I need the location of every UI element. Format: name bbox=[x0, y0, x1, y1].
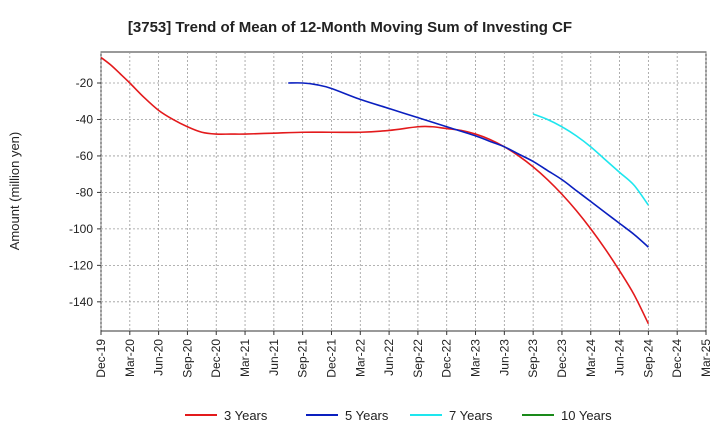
x-tick-label: Dec-22 bbox=[440, 339, 454, 378]
x-tick-label: Dec-23 bbox=[555, 339, 569, 378]
y-tick-label: -60 bbox=[76, 149, 94, 163]
x-tick-label: Sep-22 bbox=[411, 339, 425, 378]
x-tick-label: Jun-20 bbox=[152, 339, 166, 376]
grid bbox=[100, 52, 707, 331]
x-tick-label: Mar-25 bbox=[699, 339, 713, 377]
x-tick-label: Jun-21 bbox=[267, 339, 281, 376]
x-tick-label: Jun-22 bbox=[382, 339, 396, 376]
x-tick-label: Mar-20 bbox=[123, 339, 137, 377]
y-tick-label: -140 bbox=[69, 295, 93, 309]
x-tick-label: Dec-20 bbox=[209, 339, 223, 378]
x-tick-label: Dec-19 bbox=[94, 339, 108, 378]
series-line-5-years bbox=[288, 82, 649, 248]
legend: 3 Years 5 Years 7 Years 10 Years bbox=[185, 408, 612, 423]
y-tick-label: -20 bbox=[76, 76, 94, 90]
x-tick-label: Dec-21 bbox=[324, 339, 338, 378]
series-line-3-years bbox=[100, 56, 650, 325]
plot-area bbox=[100, 51, 707, 332]
x-tick-label: Mar-23 bbox=[469, 339, 483, 377]
y-tick-label: -100 bbox=[69, 222, 93, 236]
x-tick-label: Mar-22 bbox=[353, 339, 367, 377]
x-tick-label: Mar-21 bbox=[238, 339, 252, 377]
x-tick-label: Jun-23 bbox=[497, 339, 511, 376]
series-line-7-years bbox=[532, 113, 650, 206]
x-tick-label: Sep-24 bbox=[641, 339, 655, 378]
x-tick-label: Sep-20 bbox=[180, 339, 194, 378]
x-axis-ticks: Dec-19 Mar-20 Jun-20 Sep-20 Dec-20 Mar-21 Jun-… bbox=[94, 331, 713, 378]
series-lines bbox=[100, 56, 650, 325]
y-axis-label: Amount (million yen) bbox=[7, 132, 22, 251]
x-tick-label: Dec-24 bbox=[670, 339, 684, 378]
y-tick-label: -120 bbox=[69, 258, 93, 272]
x-tick-label: Mar-24 bbox=[584, 339, 598, 377]
y-axis-ticks: -20 -40 -60 -80 -100 -120 -140 bbox=[69, 76, 101, 309]
legend-label-3-years: 3 Years bbox=[224, 408, 268, 423]
y-tick-label: -40 bbox=[76, 112, 94, 126]
legend-label-7-years: 7 Years bbox=[449, 408, 493, 423]
x-tick-label: Sep-23 bbox=[526, 339, 540, 378]
legend-label-10-years: 10 Years bbox=[561, 408, 612, 423]
y-tick-label: -80 bbox=[76, 185, 94, 199]
legend-label-5-years: 5 Years bbox=[345, 408, 389, 423]
chart-title: [3753] Trend of Mean of 12-Month Moving … bbox=[128, 19, 572, 36]
x-tick-label: Sep-21 bbox=[296, 339, 310, 378]
x-tick-label: Jun-24 bbox=[613, 339, 627, 376]
